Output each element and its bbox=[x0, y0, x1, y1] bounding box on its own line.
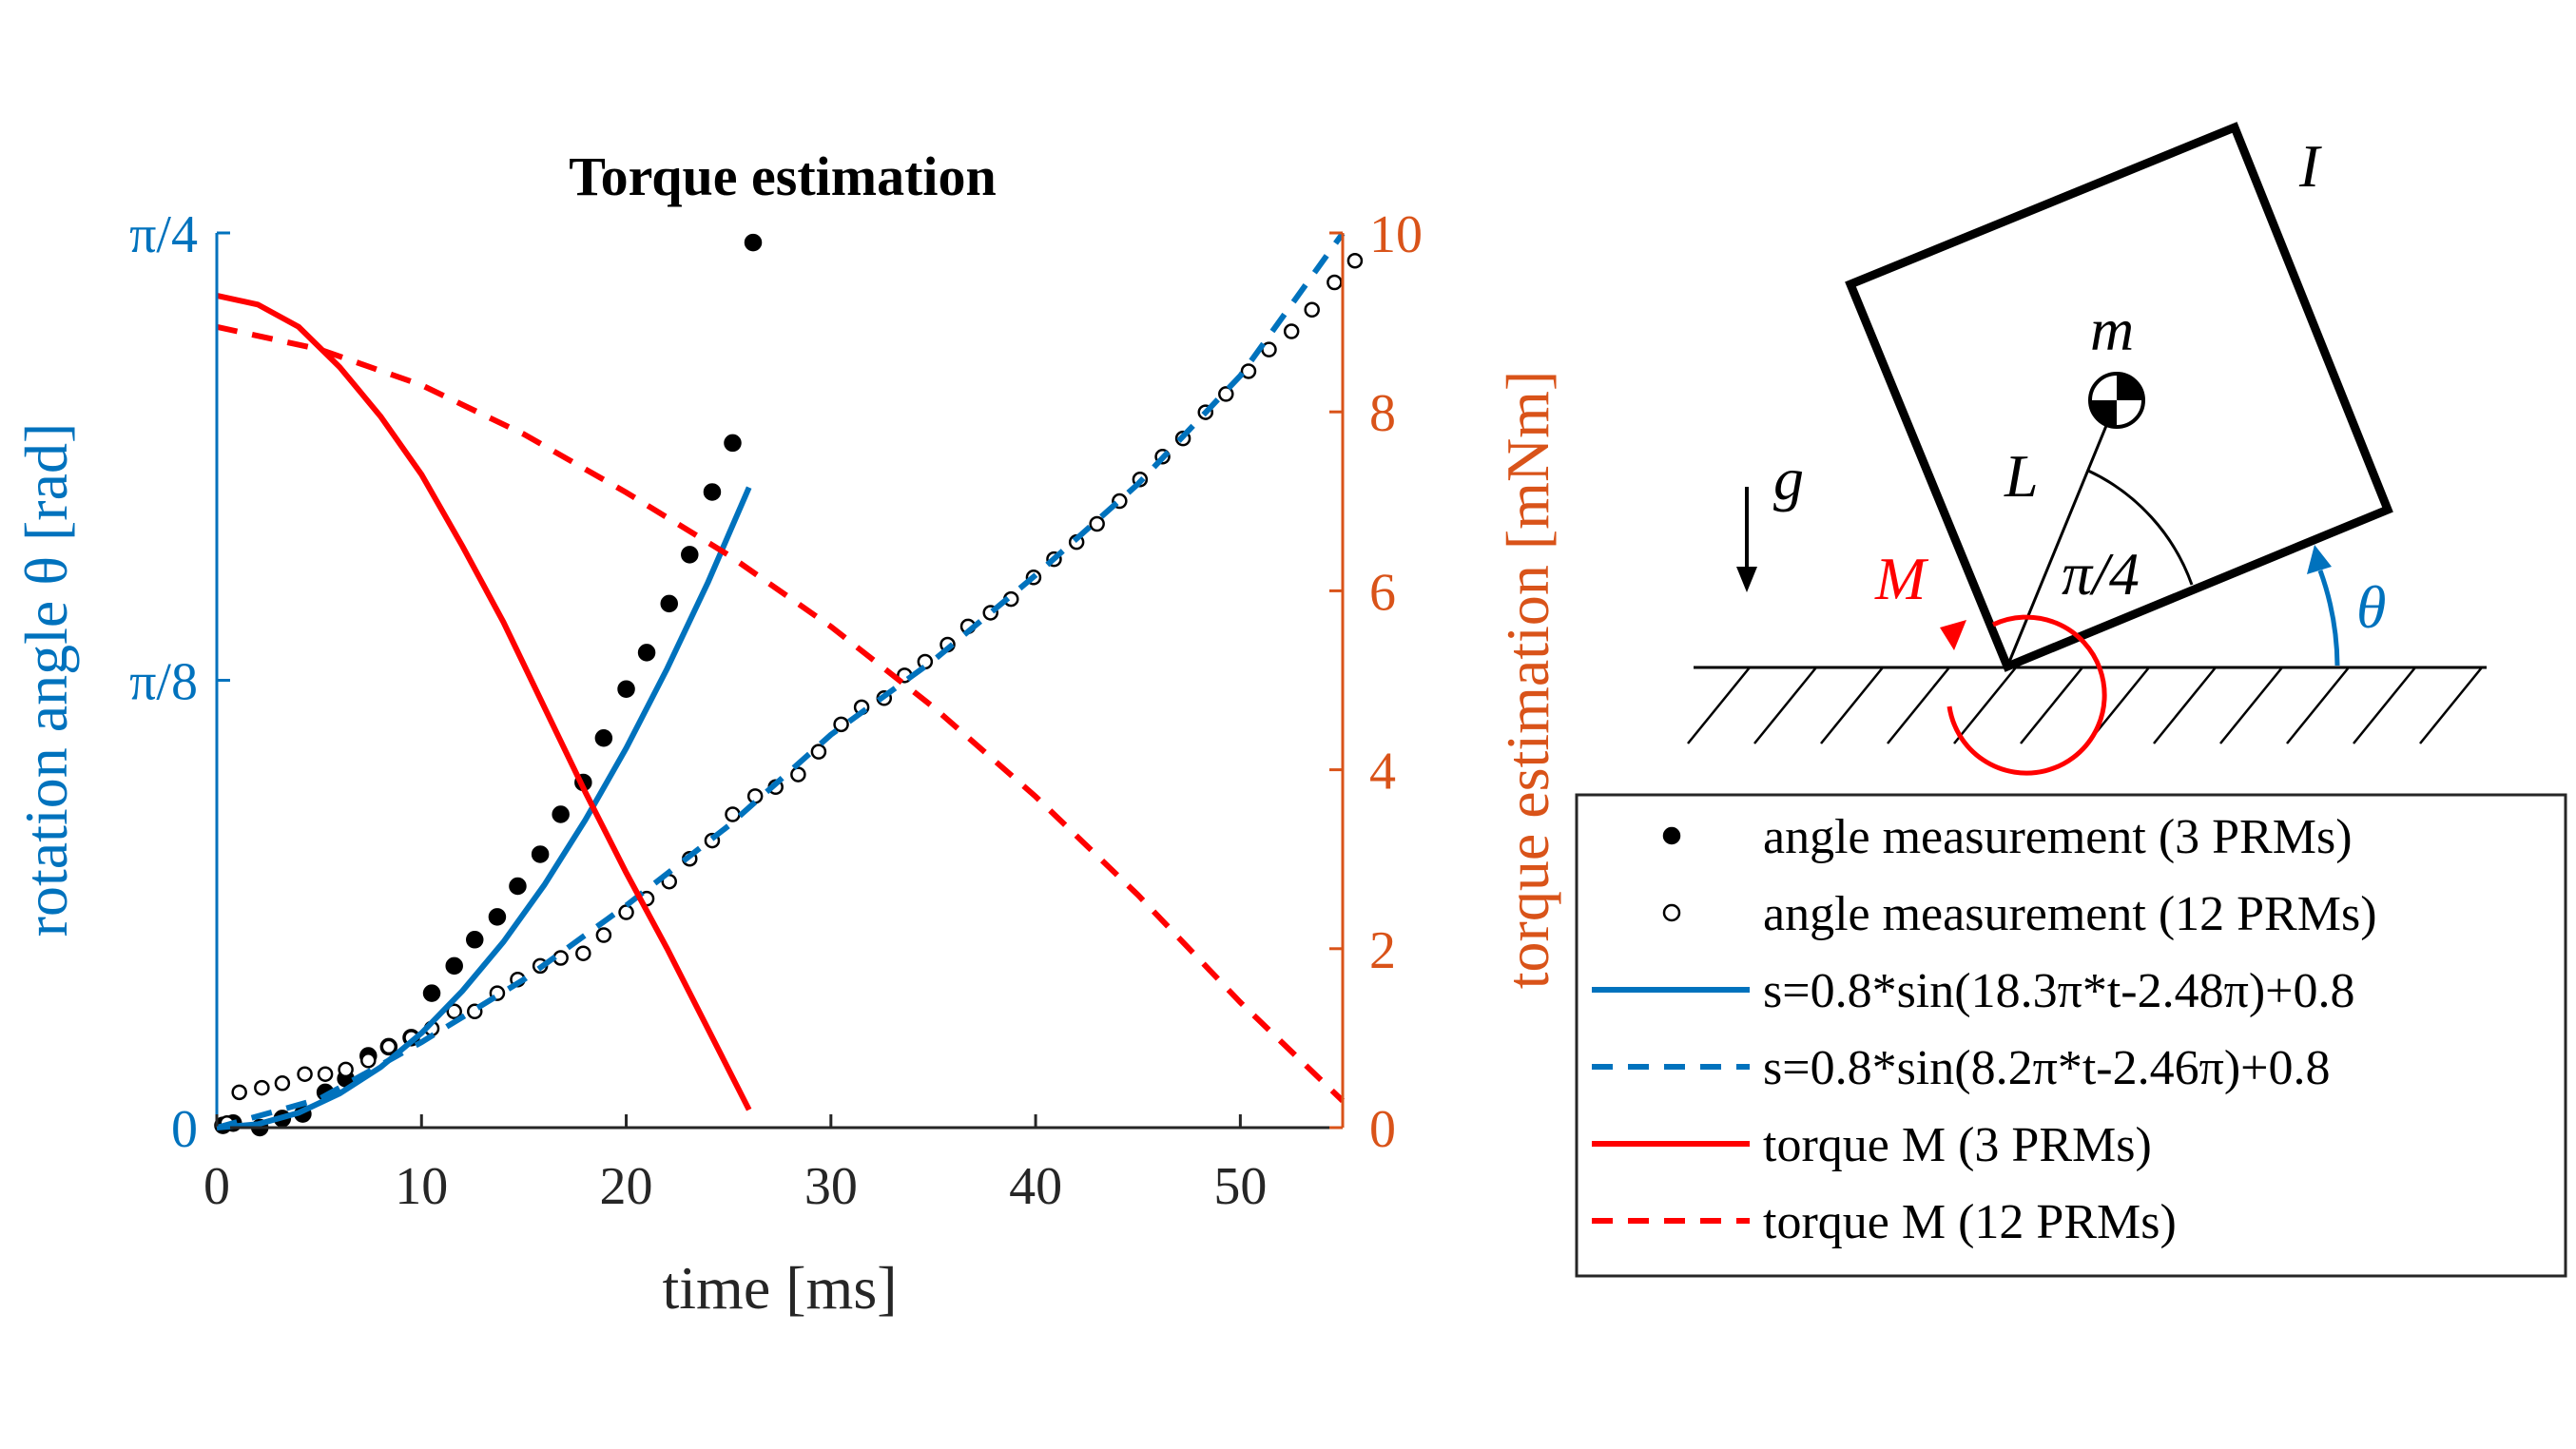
series-1-point bbox=[1327, 274, 1343, 291]
legend-entries: angle measurement (3 PRMs) angle measurem… bbox=[1592, 810, 2377, 1249]
right-y-tick-label: 8 bbox=[1369, 384, 1396, 443]
left-y-ticks: 0 π/8 π/4 bbox=[129, 205, 230, 1159]
series-1-point bbox=[380, 1038, 397, 1055]
left-y-tick-label: π/8 bbox=[129, 653, 198, 712]
x-tick-label: 50 bbox=[1213, 1157, 1267, 1216]
rotated-block bbox=[1845, 122, 2393, 672]
theta-arrow-icon bbox=[2307, 545, 2340, 667]
series-1-point bbox=[1089, 515, 1105, 532]
right-y-tick-label: 4 bbox=[1369, 743, 1396, 802]
series-0-point bbox=[465, 931, 484, 949]
x-tick-label: 20 bbox=[600, 1157, 653, 1216]
series-1-point bbox=[1304, 301, 1320, 319]
right-y-axis-label: torque estimation [mNm] bbox=[1494, 371, 1561, 990]
series-1-point bbox=[360, 1053, 377, 1069]
series-0-point bbox=[509, 877, 527, 896]
series-0-point bbox=[422, 984, 441, 1002]
series-0-point bbox=[744, 233, 763, 252]
moment-label: M bbox=[1874, 545, 1929, 612]
legend-label: torque M (12 PRMs) bbox=[1763, 1195, 2177, 1249]
series-4-line bbox=[216, 292, 752, 1111]
series-1-point bbox=[810, 744, 827, 760]
gravity-label: g bbox=[1773, 445, 1804, 512]
series-1-point bbox=[338, 1061, 354, 1078]
right-y-ticks: 0 2 4 6 8 10 bbox=[1329, 205, 1423, 1159]
chart-title: Torque estimation bbox=[569, 145, 997, 207]
series-1-point bbox=[917, 653, 934, 670]
x-tick-label: 0 bbox=[203, 1157, 230, 1216]
angle-label: π/4 bbox=[2062, 540, 2140, 608]
series-1-point bbox=[254, 1079, 270, 1096]
series-0-point bbox=[724, 434, 742, 453]
series-5-line bbox=[216, 323, 1346, 1103]
series-1-point bbox=[317, 1066, 334, 1082]
rotation-diagram: I m g L M π/4 θ bbox=[1687, 122, 2487, 776]
mass-label: m bbox=[2090, 296, 2134, 363]
x-tick-label: 30 bbox=[804, 1157, 858, 1216]
right-y-tick-label: 2 bbox=[1369, 921, 1396, 980]
series-1-point bbox=[575, 945, 591, 961]
series-1-point bbox=[790, 766, 806, 782]
right-y-tick-label: 6 bbox=[1369, 563, 1396, 622]
legend-label: angle measurement (3 PRMs) bbox=[1763, 810, 2353, 864]
series-0-point bbox=[703, 483, 722, 501]
series-1-point bbox=[618, 904, 634, 920]
series-1-point bbox=[1218, 386, 1234, 402]
series-1-point bbox=[1283, 323, 1300, 339]
inertia-label: I bbox=[2298, 132, 2322, 200]
series-1-point bbox=[274, 1075, 291, 1092]
series-0-point bbox=[488, 908, 507, 926]
series-1-point bbox=[231, 1084, 247, 1101]
right-y-tick-label: 0 bbox=[1369, 1100, 1396, 1159]
left-y-axis-label: rotation angle θ [rad] bbox=[12, 423, 80, 937]
legend-box bbox=[1575, 793, 2567, 1278]
chart: Torque estimation 0 10 20 30 40 50 0 π/8 π/4 0 2… bbox=[12, 145, 1561, 1322]
series-1-point bbox=[1240, 363, 1257, 379]
legend-label: torque M (3 PRMs) bbox=[1763, 1118, 2152, 1172]
x-tick-label: 40 bbox=[1009, 1157, 1062, 1216]
left-y-tick-label: π/4 bbox=[129, 205, 198, 264]
series-0-point bbox=[660, 594, 679, 613]
series-3-line bbox=[216, 231, 1346, 1130]
right-y-tick-label: 10 bbox=[1369, 205, 1423, 264]
series-0-point bbox=[681, 546, 699, 564]
legend-label: s=0.8*sin(18.3π*t-2.48π)+0.8 bbox=[1763, 964, 2354, 1018]
legend-marker bbox=[1662, 903, 1681, 922]
series-1-point bbox=[746, 788, 764, 804]
series-1-point bbox=[725, 806, 741, 822]
gravity-arrow-icon bbox=[1736, 487, 1757, 592]
moment-arrow-icon bbox=[1940, 614, 2107, 776]
legend: angle measurement (3 PRMs) angle measurem… bbox=[1575, 793, 2567, 1278]
x-tick-label: 10 bbox=[395, 1157, 448, 1216]
series-1-point bbox=[297, 1066, 313, 1082]
series-0-point bbox=[637, 644, 656, 662]
length-label: L bbox=[2004, 442, 2039, 510]
series-1-point bbox=[446, 1003, 462, 1020]
theta-label: θ bbox=[2356, 573, 2386, 641]
series-1-point bbox=[833, 716, 849, 733]
series-1-point bbox=[595, 927, 612, 943]
series-0-point bbox=[552, 805, 570, 823]
plot-marks bbox=[214, 231, 1364, 1137]
center-of-mass-icon bbox=[2088, 372, 2145, 429]
series-2-line bbox=[216, 486, 752, 1130]
ground-hatch bbox=[1687, 667, 2483, 744]
series-0-point bbox=[531, 845, 550, 863]
left-y-tick-label: 0 bbox=[171, 1100, 198, 1159]
series-0-point bbox=[617, 680, 635, 698]
series-1-point bbox=[1346, 252, 1364, 269]
series-0-point bbox=[445, 956, 463, 976]
x-axis-label: time [ms] bbox=[662, 1254, 897, 1322]
pi-quarter-arc bbox=[2087, 469, 2194, 586]
legend-marker bbox=[1662, 826, 1681, 845]
series-0-point bbox=[594, 728, 613, 747]
lever-arm bbox=[2005, 399, 2119, 667]
x-ticks: 0 10 20 30 40 50 bbox=[203, 1114, 1267, 1216]
legend-label: angle measurement (12 PRMs) bbox=[1763, 887, 2377, 941]
legend-label: s=0.8*sin(8.2π*t-2.46π)+0.8 bbox=[1763, 1041, 2330, 1095]
